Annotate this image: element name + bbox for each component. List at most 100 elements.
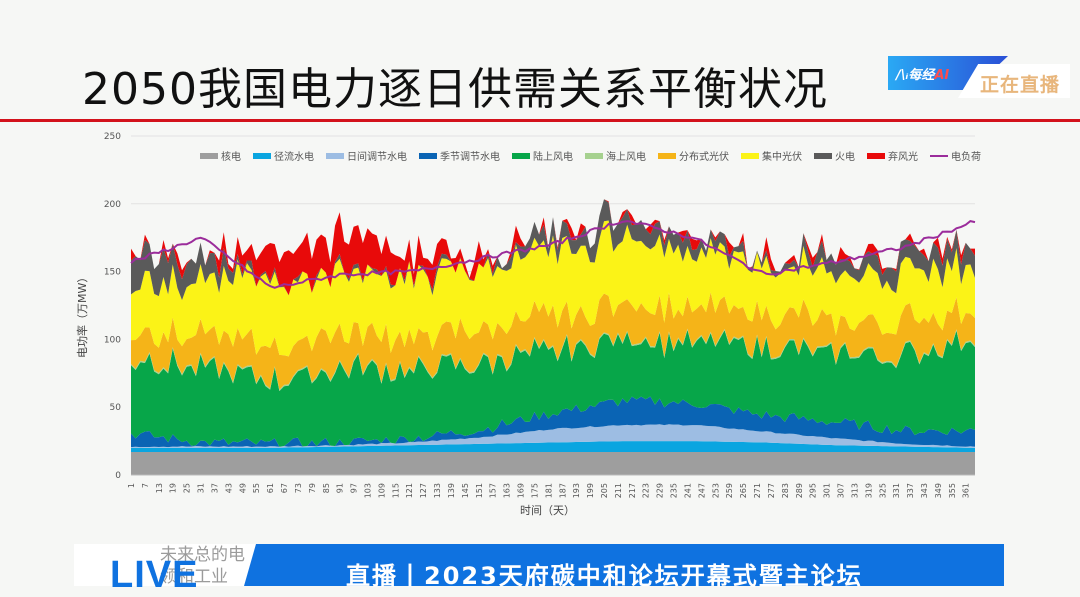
- svg-text:217: 217: [628, 483, 637, 498]
- svg-text:313: 313: [850, 483, 859, 498]
- svg-text:25: 25: [183, 483, 192, 493]
- legend-item: 核电: [200, 148, 241, 163]
- svg-text:199: 199: [586, 483, 595, 498]
- legend-item: 日间调节水电: [326, 148, 407, 163]
- svg-text:145: 145: [461, 483, 470, 498]
- subtitle-ghost: 未来总的电 领和工业: [160, 545, 245, 587]
- svg-text:301: 301: [823, 483, 832, 498]
- legend-item: 季节调节水电: [419, 148, 500, 163]
- svg-text:139: 139: [447, 483, 456, 498]
- legend-item: 分布式光伏: [658, 148, 729, 163]
- area-series: [131, 220, 975, 357]
- legend-item: 电负荷: [930, 148, 981, 163]
- legend-item: 集中光伏: [741, 148, 802, 163]
- live-banner: 未来总的电 领和工业 LIVE 直播丨2023天府碳中和论坛开幕式暨主论坛: [74, 544, 1004, 596]
- svg-text:133: 133: [433, 483, 442, 498]
- svg-text:97: 97: [350, 483, 359, 493]
- legend-swatch-icon: [200, 152, 218, 159]
- svg-text:67: 67: [280, 483, 289, 493]
- svg-text:151: 151: [475, 483, 484, 498]
- area-series: [131, 451, 975, 475]
- area-series: [131, 424, 975, 448]
- svg-text:247: 247: [697, 483, 706, 498]
- svg-text:343: 343: [920, 483, 929, 498]
- svg-text:295: 295: [809, 483, 818, 498]
- svg-text:1: 1: [127, 483, 136, 488]
- page-title: 2050我国电力逐日供需关系平衡状况: [82, 64, 828, 115]
- svg-text:355: 355: [948, 483, 957, 498]
- svg-text:349: 349: [934, 483, 943, 498]
- y-axis-label: 电功率（万MW）: [76, 271, 89, 358]
- banner-headline: 直播丨2023天府碳中和论坛开幕式暨主论坛: [346, 562, 863, 590]
- svg-text:277: 277: [767, 483, 776, 498]
- svg-text:200: 200: [104, 200, 121, 210]
- svg-text:241: 241: [683, 483, 692, 498]
- legend-swatch-icon: [419, 152, 437, 159]
- legend-swatch-icon: [658, 152, 676, 159]
- svg-text:211: 211: [614, 483, 623, 498]
- svg-text:250: 250: [104, 132, 121, 142]
- load-line: [130, 220, 976, 289]
- svg-text:163: 163: [503, 483, 512, 498]
- svg-text:79: 79: [308, 483, 317, 493]
- svg-text:49: 49: [238, 483, 247, 493]
- svg-text:337: 337: [906, 483, 915, 498]
- legend-item: 弃风光: [867, 148, 918, 163]
- area-series: [131, 329, 975, 447]
- svg-text:61: 61: [266, 483, 275, 493]
- svg-text:157: 157: [489, 483, 498, 498]
- svg-text:13: 13: [155, 483, 164, 493]
- legend-item: 陆上风电: [512, 148, 573, 163]
- svg-text:85: 85: [322, 483, 331, 493]
- legend-swatch-icon: [930, 154, 948, 157]
- title-divider: [0, 119, 1080, 122]
- legend-swatch-icon: [867, 152, 885, 159]
- svg-text:229: 229: [656, 483, 665, 498]
- svg-text:205: 205: [600, 483, 609, 498]
- svg-text:150: 150: [104, 268, 121, 278]
- svg-text:187: 187: [558, 483, 567, 498]
- chart-legend: 核电 径流水电 日间调节水电 季节调节水电 陆上风电 海上风电 分布式光伏 集中光伏 火电 弃风光…: [200, 148, 981, 163]
- svg-text:235: 235: [670, 483, 679, 498]
- svg-text:73: 73: [294, 483, 303, 493]
- legend-item: 径流水电: [253, 148, 314, 163]
- x-axis-label: 时间（天）: [520, 504, 575, 517]
- live-status: 正在直播: [980, 74, 1061, 96]
- svg-text:319: 319: [864, 483, 873, 498]
- legend-swatch-icon: [253, 152, 271, 159]
- svg-text:103: 103: [364, 483, 373, 498]
- svg-text:361: 361: [962, 483, 971, 498]
- svg-text:181: 181: [544, 483, 553, 498]
- stacked-area-chart: 0 50 100 150 200 250 1 7 13 19 25 31 37 43 49 55 61 67 73 7…: [104, 132, 976, 498]
- svg-text:253: 253: [711, 483, 720, 498]
- svg-text:37: 37: [210, 483, 219, 493]
- svg-text:50: 50: [110, 403, 122, 413]
- svg-text:109: 109: [377, 483, 386, 498]
- svg-text:331: 331: [892, 483, 901, 498]
- area-series: [131, 292, 975, 390]
- svg-text:271: 271: [753, 483, 762, 498]
- area-series: [131, 396, 975, 448]
- svg-text:223: 223: [642, 483, 651, 498]
- svg-text:0: 0: [115, 471, 121, 481]
- svg-text:19: 19: [169, 483, 178, 493]
- svg-text:283: 283: [781, 483, 790, 498]
- svg-text:43: 43: [224, 483, 233, 493]
- svg-text:91: 91: [336, 483, 345, 493]
- svg-text:121: 121: [405, 483, 414, 498]
- area-series: [131, 441, 975, 452]
- live-logo: LIVE: [110, 554, 199, 596]
- svg-text:31: 31: [197, 483, 206, 493]
- legend-swatch-icon: [326, 152, 344, 159]
- svg-text:265: 265: [739, 483, 748, 498]
- svg-text:7: 7: [141, 483, 150, 488]
- svg-text:55: 55: [252, 483, 261, 493]
- svg-text:169: 169: [517, 483, 526, 498]
- legend-item: 海上风电: [585, 148, 646, 163]
- live-badge: ∕\ᵢ每经AI 正在直播: [888, 56, 1070, 98]
- svg-text:307: 307: [837, 483, 846, 498]
- svg-text:127: 127: [419, 483, 428, 498]
- svg-text:115: 115: [391, 483, 400, 498]
- svg-text:193: 193: [572, 483, 581, 498]
- legend-item: 火电: [814, 148, 855, 163]
